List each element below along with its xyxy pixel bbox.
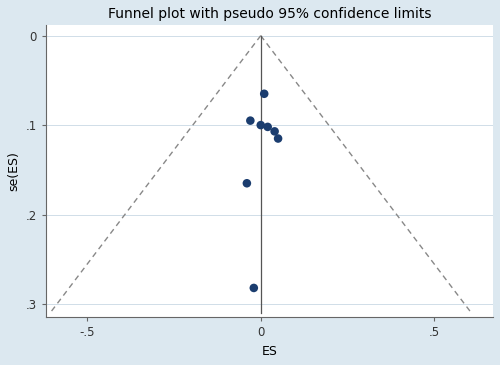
Point (270, 128, 278, 134)
Point (274, 136, 282, 142)
Point (264, 124, 272, 130)
Point (246, 118, 254, 123)
Point (250, 285, 258, 291)
Point (243, 180, 251, 186)
Y-axis label: se(ES): se(ES) (7, 151, 20, 191)
Title: Funnel plot with pseudo 95% confidence limits: Funnel plot with pseudo 95% confidence l… (108, 7, 431, 21)
Point (256, 122, 264, 128)
X-axis label: ES: ES (262, 345, 278, 358)
Point (260, 91, 268, 97)
